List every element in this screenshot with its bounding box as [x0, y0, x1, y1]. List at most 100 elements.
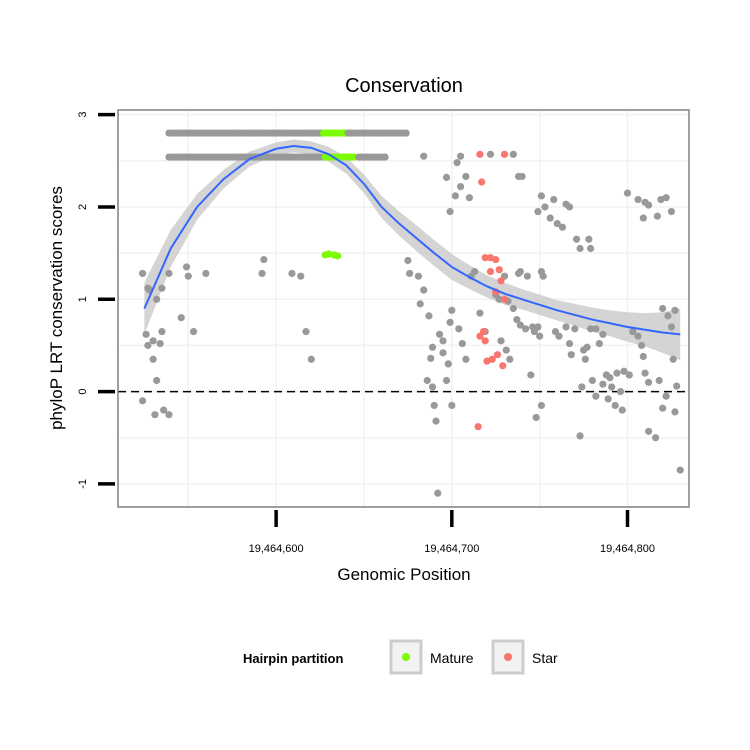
point-other — [288, 269, 296, 278]
y-tick-label: 0 — [77, 389, 89, 395]
point-other — [302, 327, 310, 336]
point-other — [486, 150, 495, 158]
loess-smooth-line — [143, 144, 681, 336]
legend-key-star-dot — [504, 653, 512, 661]
legend: Hairpin partition Mature Star — [243, 639, 558, 675]
point-other — [420, 286, 428, 294]
point-other — [435, 330, 444, 338]
point-other — [158, 284, 166, 292]
point-star — [499, 362, 507, 370]
point-other — [260, 255, 268, 264]
point-other — [558, 223, 567, 231]
point-other — [664, 312, 672, 320]
point-other — [177, 314, 185, 322]
x-tick-label: 19,464,700 — [424, 543, 479, 555]
point-other — [534, 323, 542, 331]
point-other — [442, 376, 451, 385]
point-other — [625, 371, 633, 379]
point-other — [611, 401, 619, 410]
point-other — [523, 272, 531, 280]
point-star — [495, 266, 503, 274]
point-other — [553, 219, 561, 228]
point-other — [623, 189, 632, 197]
point-other — [539, 272, 547, 280]
point-star — [478, 178, 486, 186]
point-other — [587, 325, 595, 333]
point-other — [138, 269, 147, 278]
point-other — [502, 346, 510, 354]
point-other — [565, 203, 574, 211]
point-other — [546, 214, 554, 222]
point-other — [202, 269, 210, 278]
point-other — [420, 152, 428, 160]
y-axis-title: phyloP LRT conservation scores — [47, 186, 66, 430]
point-other — [541, 203, 549, 211]
point-other — [513, 315, 521, 324]
chart-title: Conservation — [345, 75, 463, 97]
point-other — [669, 355, 677, 363]
point-other — [138, 397, 147, 405]
point-other — [587, 244, 595, 253]
point-other — [458, 339, 466, 348]
legend-label-star: Star — [532, 650, 558, 666]
point-other — [158, 327, 166, 336]
point-other — [659, 304, 667, 313]
point-other — [644, 201, 653, 209]
point-other — [457, 152, 465, 160]
x-axis: 19,464,600 19,464,700 19,464,800 — [249, 510, 655, 555]
point-other — [476, 309, 484, 317]
point-other — [457, 183, 465, 191]
point-other — [451, 192, 459, 200]
point-other — [588, 376, 596, 385]
point-other — [572, 235, 581, 243]
point-other — [444, 360, 452, 368]
point-other — [565, 339, 574, 348]
point-other — [527, 371, 535, 379]
point-other — [381, 153, 389, 161]
point-other — [599, 380, 607, 388]
point-other — [595, 339, 603, 348]
point-star — [497, 277, 505, 285]
point-other — [153, 376, 161, 385]
point-other — [652, 434, 660, 442]
point-star — [493, 351, 502, 359]
point-other — [536, 332, 544, 340]
point-other — [448, 306, 456, 314]
point-other — [537, 401, 546, 410]
point-other — [518, 172, 526, 181]
point-other — [427, 354, 435, 362]
x-axis-title: Genomic Position — [337, 565, 470, 584]
point-other — [585, 235, 593, 243]
point-other — [428, 343, 437, 351]
point-other — [618, 406, 626, 414]
point-other — [567, 351, 575, 359]
point-other — [446, 318, 454, 326]
point-star — [481, 337, 489, 345]
point-other — [676, 466, 684, 474]
point-other — [537, 192, 546, 200]
point-other — [637, 341, 646, 350]
point-other — [629, 327, 637, 336]
point-other — [673, 382, 681, 390]
point-other — [258, 269, 266, 278]
point-star — [500, 150, 509, 158]
panel-background — [118, 110, 689, 507]
point-other — [522, 325, 530, 333]
y-tick-label: 3 — [77, 112, 89, 118]
point-other — [639, 214, 647, 222]
point-other — [425, 312, 433, 320]
point-other — [442, 173, 451, 181]
point-other — [516, 267, 524, 276]
point-other — [189, 327, 198, 336]
point-other — [634, 332, 642, 340]
point-other — [532, 413, 540, 422]
point-star — [492, 255, 500, 264]
plot-panel — [117, 109, 690, 508]
point-other — [149, 337, 157, 345]
point-other — [550, 195, 558, 204]
point-other — [495, 295, 503, 303]
legend-title: Hairpin partition — [243, 651, 343, 666]
point-other — [662, 194, 670, 202]
point-other — [149, 355, 157, 363]
